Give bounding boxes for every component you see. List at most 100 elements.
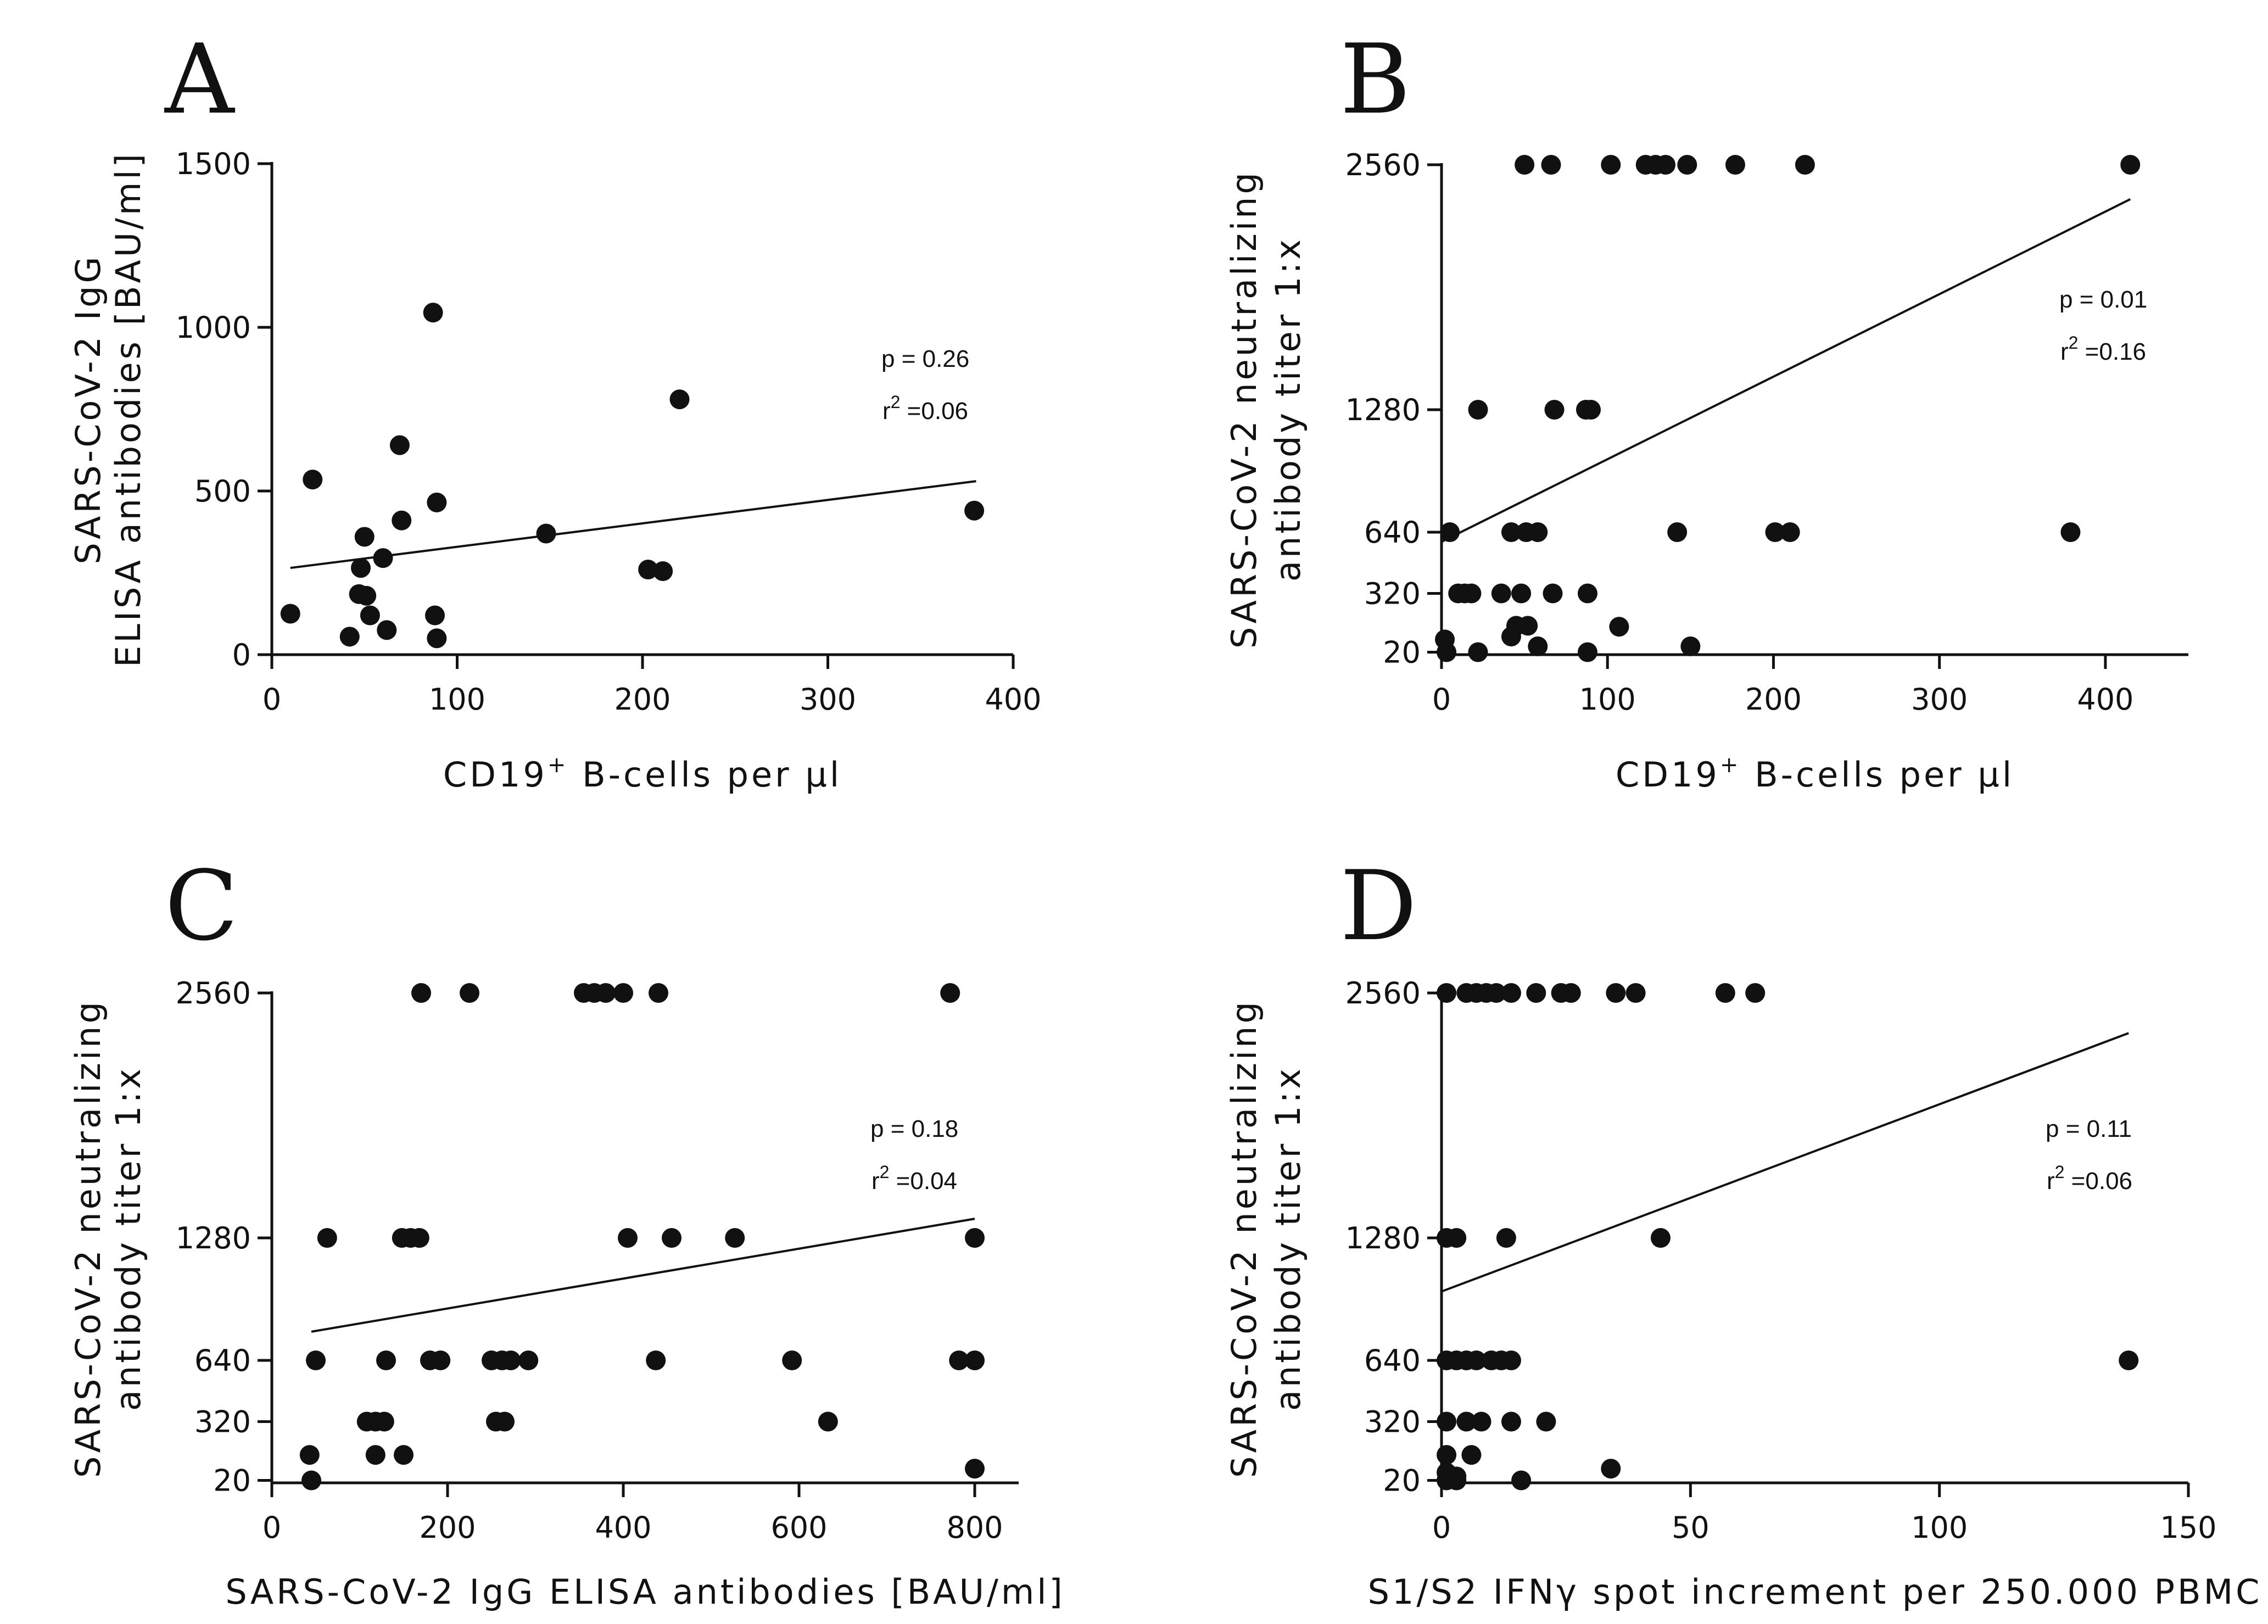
y-axis-label: SARS-CoV-2 neutralizing	[1224, 170, 1264, 649]
data-point	[1501, 1411, 1521, 1432]
data-point	[1581, 400, 1601, 420]
x-axis-label: CD19+ B-cells per µl	[443, 752, 842, 795]
data-point	[1486, 983, 1506, 1003]
y-tick-label: 500	[194, 474, 251, 509]
panel-label: A	[164, 24, 236, 136]
panel-label: C	[165, 851, 238, 962]
r-squared-label: r2 =0.06	[882, 392, 968, 425]
y-axis-label: antibody titer 1:x	[1268, 237, 1308, 582]
data-point	[423, 303, 443, 323]
x-tick-label: 50	[1672, 1510, 1710, 1545]
r-squared-label: r2 =0.06	[2047, 1162, 2132, 1195]
data-point	[1446, 1228, 1467, 1248]
data-point	[339, 627, 360, 647]
data-point	[409, 1228, 429, 1248]
panel-b: B 20 320 640 1280 2560 0 100 200 300 400 SARS-CoV-2…	[1224, 24, 2188, 795]
data-point	[1577, 583, 1597, 604]
data-point	[1456, 1411, 1477, 1432]
y-tick-label: 1280	[1345, 1221, 1421, 1255]
data-point	[495, 1411, 515, 1432]
data-point	[280, 604, 300, 624]
x-tick-label: 0	[1432, 682, 1451, 717]
data-point	[1650, 1228, 1671, 1248]
data-point	[1511, 583, 1532, 604]
x-tick-label: 200	[614, 682, 671, 717]
data-point	[501, 1350, 521, 1370]
x-tick-label: 200	[419, 1510, 476, 1545]
data-point	[1515, 155, 1535, 175]
data-point	[618, 1228, 638, 1248]
y-axis-label: antibody titer 1:x	[108, 1066, 148, 1411]
panel-label: D	[1340, 851, 1417, 962]
data-point	[317, 1228, 337, 1248]
x-tick-label: 400	[595, 1510, 651, 1545]
data-point	[411, 983, 431, 1003]
regression-line	[311, 1218, 975, 1333]
y-tick-label: 320	[1364, 1405, 1421, 1439]
data-point	[425, 605, 445, 626]
data-point	[1437, 1445, 1457, 1465]
data-point	[1745, 983, 1766, 1003]
data-point	[965, 1350, 985, 1370]
data-point	[940, 983, 960, 1003]
p-value-label: p = 0.11	[2046, 1115, 2132, 1142]
data-point	[354, 527, 375, 547]
data-point	[2060, 522, 2081, 542]
data-point	[518, 1350, 539, 1370]
y-tick-label: 20	[1383, 1464, 1421, 1498]
data-point	[394, 1445, 414, 1465]
data-point	[949, 1350, 969, 1370]
p-value-label: p = 0.18	[870, 1115, 958, 1142]
data-point	[365, 1445, 386, 1465]
x-tick-label: 300	[1911, 682, 1968, 717]
data-point	[1440, 522, 1460, 542]
y-tick-label: 2560	[176, 976, 251, 1011]
y-axis-label: SARS-CoV-2 neutralizing	[68, 999, 108, 1478]
regression-line	[1441, 1032, 2129, 1293]
data-point	[1715, 983, 1735, 1003]
data-point	[1577, 642, 1597, 662]
panel-label: B	[1340, 24, 1411, 136]
data-point	[1511, 1470, 1532, 1491]
data-point	[1780, 522, 1800, 542]
data-point	[373, 548, 393, 568]
data-point	[1466, 1350, 1487, 1370]
data-point	[1461, 1445, 1482, 1465]
x-axis-label: CD19+ B-cells per µl	[1616, 752, 2014, 795]
data-point	[965, 1228, 985, 1248]
data-point	[669, 389, 690, 410]
data-point	[431, 1350, 451, 1370]
panel-c: C 20 320 640 1280 2560 0 200 400 600 800 SARS-CoV-2…	[68, 851, 1063, 1612]
data-point	[389, 435, 410, 455]
y-tick-label: 640	[1364, 515, 1421, 550]
x-tick-label: 100	[1911, 1510, 1968, 1545]
y-tick-label: 320	[1364, 577, 1421, 611]
data-point	[1528, 522, 1548, 542]
data-point	[818, 1411, 838, 1432]
data-point	[1544, 400, 1565, 420]
data-point	[646, 1350, 666, 1370]
x-tick-label: 0	[1432, 1510, 1451, 1545]
y-axis-label: antibody titer 1:x	[1268, 1066, 1308, 1411]
data-point	[662, 1228, 681, 1248]
data-point	[374, 1411, 394, 1432]
data-point	[377, 620, 397, 640]
data-point	[1528, 636, 1548, 656]
data-point	[1795, 155, 1815, 175]
data-point	[1677, 155, 1697, 175]
data-point	[1491, 583, 1511, 604]
x-tick-label: 100	[1579, 682, 1636, 717]
r-squared-label: r2 =0.04	[872, 1162, 957, 1195]
x-tick-label: 300	[800, 682, 856, 717]
data-point	[303, 470, 323, 490]
data-point	[649, 983, 668, 1003]
data-point	[1541, 155, 1561, 175]
data-point	[299, 1445, 320, 1465]
y-tick-label: 1280	[1345, 393, 1421, 427]
data-point	[725, 1228, 745, 1248]
data-point	[1471, 1411, 1491, 1432]
data-point	[1606, 983, 1626, 1003]
y-tick-label: 20	[1383, 635, 1421, 670]
data-point	[965, 1459, 985, 1479]
